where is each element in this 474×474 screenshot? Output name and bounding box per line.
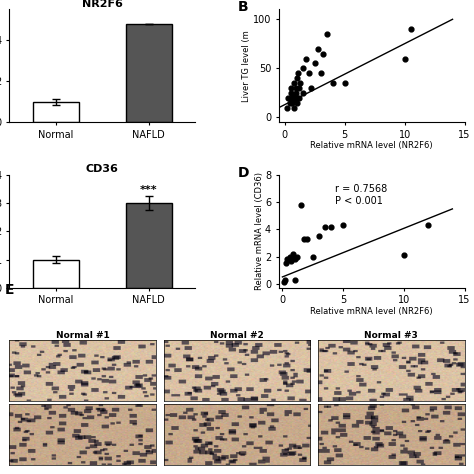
Point: [288, 99, 296, 107]
Text: D: D: [238, 166, 249, 180]
Point: [305, 70, 312, 77]
Point: [281, 276, 289, 283]
Bar: [126, 24, 172, 122]
Point: [323, 30, 330, 38]
Title: Normal #3: Normal #3: [364, 330, 418, 339]
Point: [294, 70, 302, 77]
Point: [291, 79, 298, 87]
Y-axis label: Liver TG level (m: Liver TG level (m: [242, 30, 251, 102]
Point: [407, 25, 414, 33]
Point: [284, 94, 292, 101]
Point: [293, 253, 301, 260]
Point: [303, 235, 310, 243]
Point: [297, 201, 304, 209]
Point: [424, 221, 432, 229]
Point: [319, 50, 327, 57]
Title: CD36: CD36: [86, 164, 119, 174]
Point: [287, 257, 295, 264]
Point: [280, 279, 287, 286]
Title: Normal #2: Normal #2: [210, 330, 264, 339]
Point: [291, 255, 298, 263]
Point: [339, 221, 347, 229]
Point: [289, 96, 297, 104]
Point: [299, 89, 307, 97]
Point: [291, 104, 298, 111]
Point: [290, 250, 297, 257]
Point: [400, 251, 408, 259]
Bar: [126, 203, 172, 288]
Point: [283, 260, 290, 267]
Bar: [33, 260, 79, 288]
X-axis label: Relative mRNA level (NR2F6): Relative mRNA level (NR2F6): [310, 307, 433, 316]
Point: [321, 223, 328, 230]
Point: [297, 79, 304, 87]
Point: [327, 223, 335, 230]
Point: [291, 276, 298, 283]
Point: [293, 94, 301, 101]
Point: [315, 45, 322, 53]
Text: ***: ***: [140, 185, 157, 195]
Point: [288, 94, 296, 101]
Point: [311, 60, 319, 67]
Point: [293, 74, 301, 82]
Text: E: E: [5, 283, 14, 297]
Point: [295, 84, 303, 92]
Point: [287, 84, 294, 92]
Point: [286, 99, 293, 107]
Title: Normal #1: Normal #1: [56, 330, 110, 339]
Point: [283, 104, 291, 111]
Point: [299, 64, 307, 72]
Point: [309, 253, 317, 260]
Point: [307, 84, 315, 92]
Point: [301, 235, 308, 243]
Y-axis label: Relative mRNA level (CD36): Relative mRNA level (CD36): [255, 173, 264, 291]
Point: [341, 79, 348, 87]
Point: [288, 254, 296, 262]
Text: B: B: [238, 0, 248, 14]
Point: [317, 70, 325, 77]
Bar: [33, 102, 79, 122]
Point: [286, 253, 293, 260]
Point: [401, 55, 409, 63]
Point: [289, 92, 297, 100]
Point: [292, 84, 300, 92]
Point: [329, 79, 337, 87]
Point: [315, 232, 323, 240]
Point: [295, 94, 303, 101]
Point: [287, 89, 294, 97]
Point: [283, 255, 291, 263]
Text: r = 0.7568
P < 0.001: r = 0.7568 P < 0.001: [335, 184, 387, 206]
X-axis label: Relative mRNA level (NR2F6): Relative mRNA level (NR2F6): [310, 141, 433, 150]
Point: [285, 255, 292, 263]
Point: [293, 99, 301, 107]
Point: [302, 55, 310, 63]
Point: [292, 89, 300, 97]
Title: NR2F6: NR2F6: [82, 0, 123, 9]
